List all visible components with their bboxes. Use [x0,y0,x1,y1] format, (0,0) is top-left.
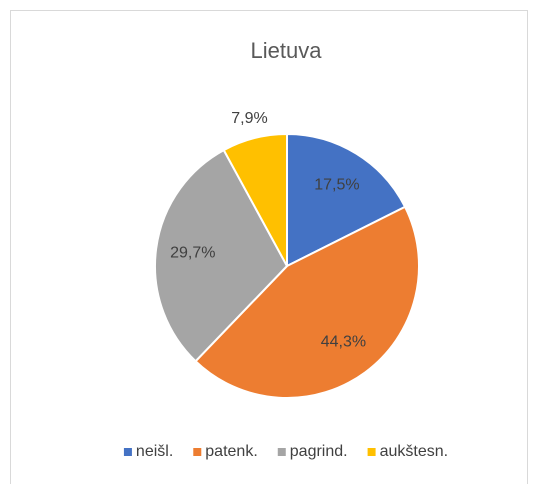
legend-label: neišl. [136,443,173,460]
legend-label: pagrind. [290,443,348,460]
data-label: 7,9% [231,110,267,127]
data-label: 17,5% [314,176,359,193]
legend-swatch [277,448,286,456]
data-label: 29,7% [170,245,215,262]
legend-swatch [123,448,132,456]
pie-slice [222,132,288,267]
legend-label: aukštesn. [380,443,448,460]
legend-swatch [367,448,376,456]
legend-label: patenk. [205,443,257,460]
pie-slice [194,205,420,399]
data-label: 44,3% [321,334,366,351]
legend-swatch [193,448,202,456]
pie-slice [154,148,289,363]
pie-slice [286,132,407,268]
chart-title: Lietuva [251,38,323,63]
